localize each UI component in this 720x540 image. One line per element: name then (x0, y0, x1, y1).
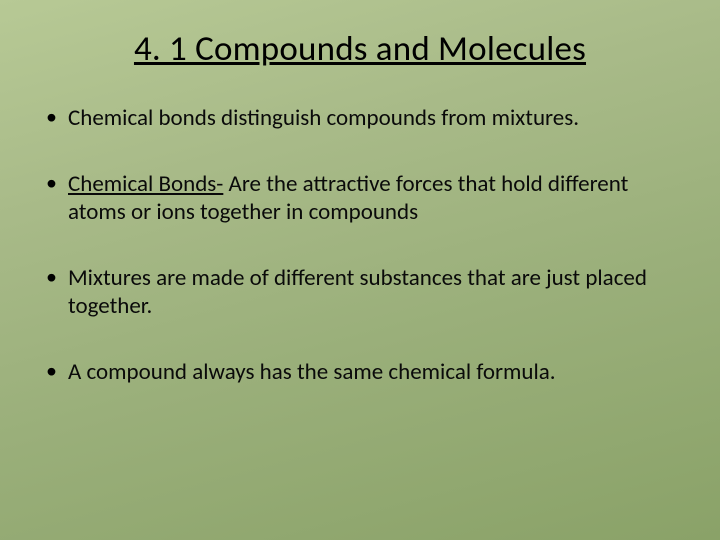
list-item: Mixtures are made of different substance… (40, 264, 680, 320)
bullet-text: Chemical bonds distinguish compounds fro… (68, 104, 579, 132)
slide: 4. 1 Compounds and Molecules Chemical bo… (0, 0, 720, 540)
list-item: A compound always has the same chemical … (40, 358, 680, 386)
list-item: Chemical Bonds- Are the attractive force… (40, 170, 680, 226)
bullet-term: Chemical Bonds- (68, 170, 223, 198)
slide-title: 4. 1 Compounds and Molecules (40, 28, 680, 70)
bullet-list: Chemical bonds distinguish compounds fro… (40, 104, 680, 386)
bullet-text: Mixtures are made of different substance… (68, 264, 647, 320)
bullet-text: A compound always has the same chemical … (68, 358, 556, 386)
list-item: Chemical bonds distinguish compounds fro… (40, 104, 680, 132)
